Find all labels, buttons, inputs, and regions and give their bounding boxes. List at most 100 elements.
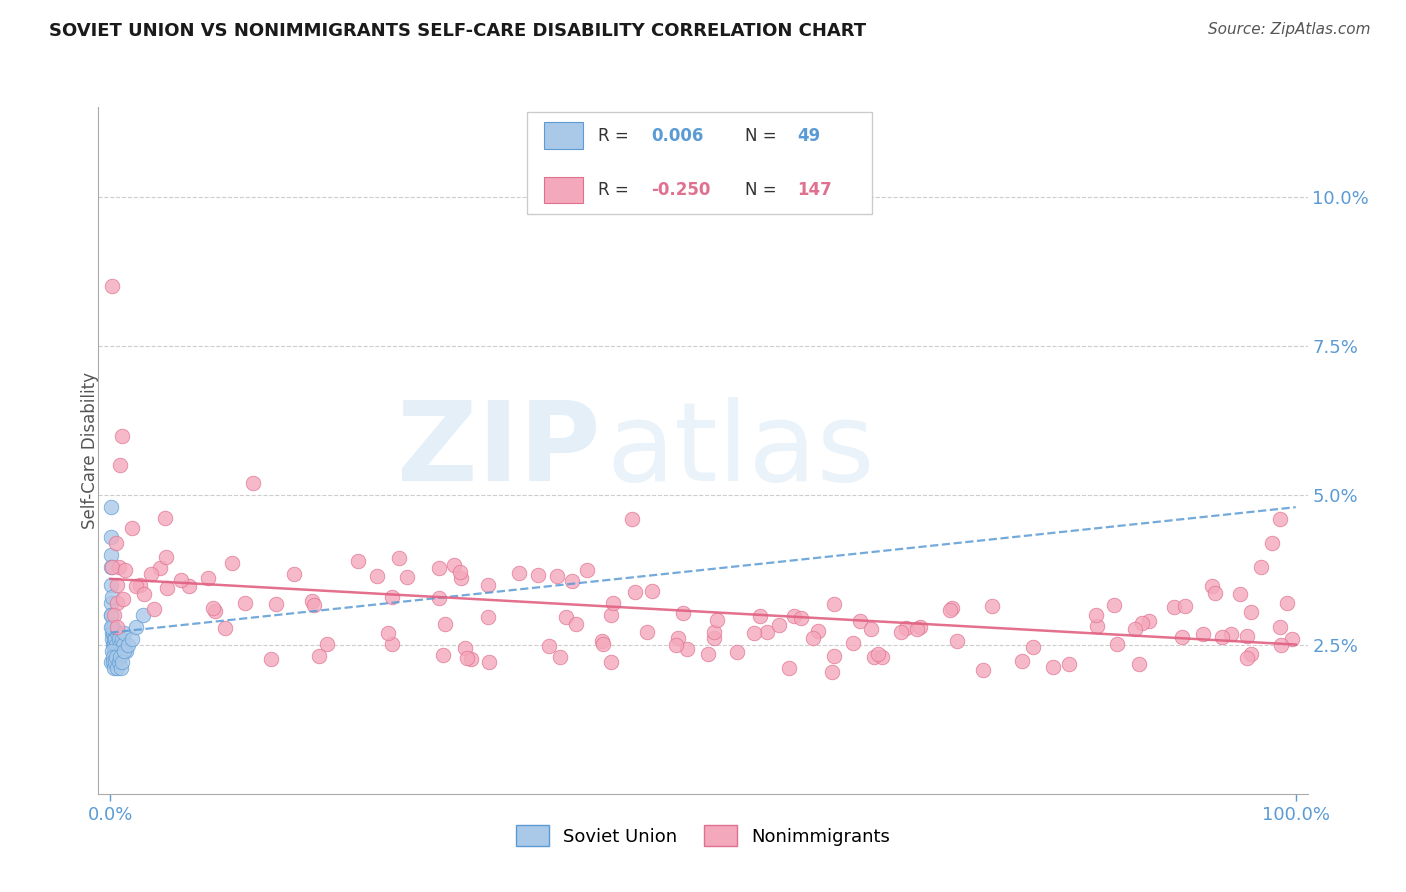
Point [477,609,499,624]
Point [111,632,134,646]
Point [508,566,530,581]
Point [107,649,129,664]
Point [1042,660,1064,674]
Point [104,643,127,657]
Point [666,631,689,645]
Point [105,643,128,657]
Point [538,640,561,654]
Point [125,620,148,634]
Point [697,647,720,661]
Point [101,620,124,634]
Point [101,279,124,293]
Point [197,571,219,585]
Text: Source: ZipAtlas.com: Source: ZipAtlas.com [1208,22,1371,37]
Point [849,614,872,628]
Point [1236,629,1258,643]
Y-axis label: Self-Care Disability: Self-Care Disability [82,372,98,529]
Text: atlas: atlas [606,397,875,504]
Point [620,512,643,526]
Point [101,625,124,640]
Point [1250,560,1272,574]
Point [1128,657,1150,671]
Text: R =: R = [598,181,634,199]
Point [768,618,790,632]
Point [101,560,124,574]
Point [347,554,370,568]
Text: 147: 147 [797,181,832,199]
Point [100,607,122,622]
Point [1236,651,1258,665]
Point [100,548,122,562]
Point [242,476,264,491]
Point [100,656,122,670]
Point [103,632,125,646]
Point [1171,630,1194,644]
Point [1281,632,1303,646]
Point [561,574,583,588]
Point [381,637,404,651]
Point [114,643,136,657]
Point [1201,579,1223,593]
Point [105,578,128,592]
Point [981,599,1004,613]
Point [103,643,125,657]
Point [204,604,226,618]
Point [139,566,162,581]
Point [143,602,166,616]
Point [1261,536,1284,550]
Point [107,632,129,646]
Point [806,624,828,639]
Point [381,590,404,604]
Point [1085,619,1108,633]
Point [103,625,125,640]
Point [1268,620,1291,634]
Text: 0.006: 0.006 [651,127,703,145]
Point [221,557,243,571]
Point [433,617,456,632]
Point [108,638,131,652]
Text: -0.250: -0.250 [651,181,710,199]
Point [941,601,963,615]
Point [111,656,134,670]
Point [676,641,699,656]
Text: ZIP: ZIP [396,397,600,504]
Point [477,578,499,592]
Point [636,625,658,640]
Point [121,632,143,646]
Point [105,536,128,550]
Point [1229,587,1251,601]
Point [1137,614,1160,628]
Point [703,632,725,646]
Point [201,600,224,615]
Point [396,570,419,584]
Point [801,631,824,645]
Point [432,648,454,662]
Point [429,561,451,575]
Point [129,578,152,592]
Point [443,558,465,572]
Point [105,649,128,664]
Text: 49: 49 [797,127,821,145]
Point [1270,638,1292,652]
Point [155,549,177,564]
Point [821,665,844,679]
Point [478,655,501,669]
Point [1057,657,1080,671]
Point [664,638,686,652]
Point [1192,627,1215,641]
Point [1268,512,1291,526]
Point [890,624,912,639]
Point [1240,647,1263,661]
Point [972,663,994,677]
Point [100,500,122,515]
Point [100,590,122,604]
Point [108,560,131,574]
Point [592,637,614,651]
Point [302,599,325,613]
Point [672,606,695,620]
Point [117,638,139,652]
Point [103,656,125,670]
Point [564,616,586,631]
Point [703,624,725,639]
Point [905,623,928,637]
